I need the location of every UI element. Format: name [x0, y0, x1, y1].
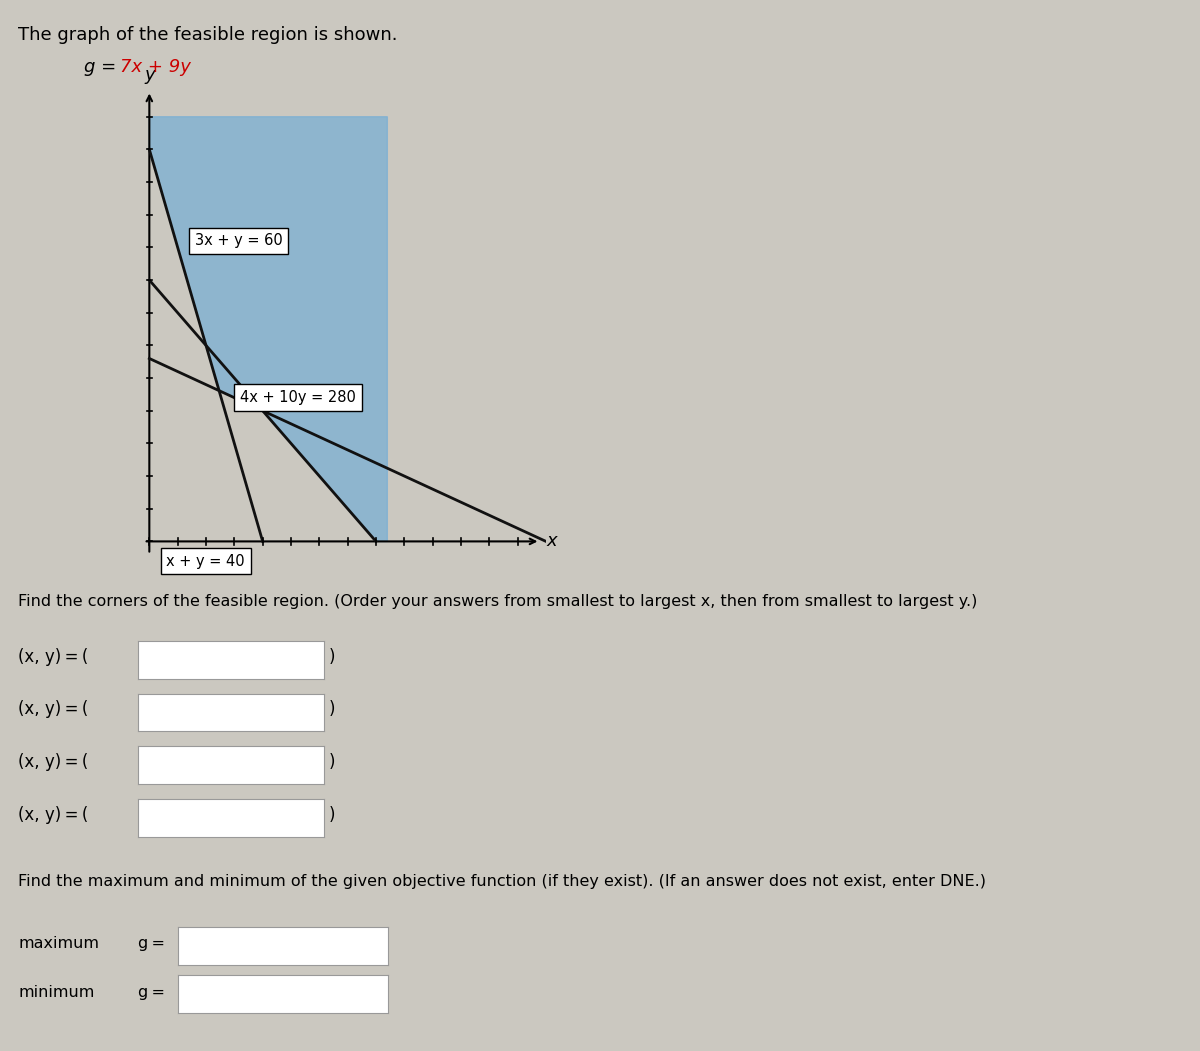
Text: minimum: minimum: [18, 985, 95, 1000]
Text: ): ): [329, 805, 335, 824]
Text: Find the corners of the feasible region. (Order your answers from smallest to la: Find the corners of the feasible region.…: [18, 594, 977, 609]
Text: The graph of the feasible region is shown.: The graph of the feasible region is show…: [18, 26, 397, 44]
Polygon shape: [149, 117, 388, 541]
Text: ): ): [329, 647, 335, 666]
Text: x: x: [546, 533, 557, 551]
Text: g =: g =: [138, 936, 166, 951]
Text: (x, y) = (: (x, y) = (: [18, 805, 89, 824]
Text: 4x + 10y = 280: 4x + 10y = 280: [240, 390, 356, 406]
Text: (x, y) = (: (x, y) = (: [18, 753, 89, 771]
Text: ): ): [329, 753, 335, 771]
Text: (x, y) = (: (x, y) = (: [18, 700, 89, 719]
Text: 7x + 9y: 7x + 9y: [120, 58, 191, 76]
Text: ): ): [329, 700, 335, 719]
Text: y: y: [144, 66, 155, 84]
Text: maximum: maximum: [18, 936, 98, 951]
Text: Find the maximum and minimum of the given objective function (if they exist). (I: Find the maximum and minimum of the give…: [18, 874, 986, 889]
Text: g =: g =: [138, 985, 166, 1000]
Text: (x, y) = (: (x, y) = (: [18, 647, 89, 666]
Text: x + y = 40: x + y = 40: [167, 554, 245, 569]
Text: g =: g =: [84, 58, 122, 76]
Text: 3x + y = 60: 3x + y = 60: [194, 233, 282, 248]
